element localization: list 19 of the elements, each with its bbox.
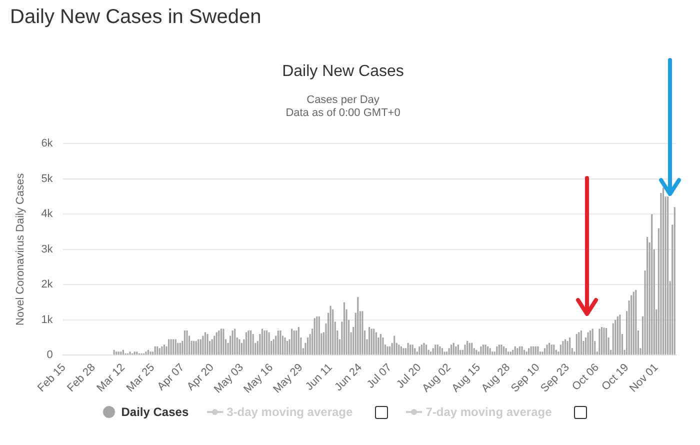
x-tick-label: Oct 06: [570, 362, 602, 394]
x-tick-label: May 29: [271, 362, 306, 396]
y-tick-label: 0: [46, 349, 53, 362]
y-axis-title: Novel Coronavirus Daily Cases: [14, 172, 27, 326]
y-tick-label: 5k: [41, 172, 54, 185]
x-tick-label: Apr 07: [155, 362, 187, 394]
legend-label: Daily Cases: [120, 405, 189, 419]
y-tick-label: 3k: [41, 243, 54, 256]
x-tick-label: Jun 24: [332, 362, 364, 394]
x-tick-label: Jul 07: [364, 362, 394, 391]
chart-title: Daily New Cases: [282, 63, 404, 80]
y-tick-label: 2k: [41, 278, 54, 291]
text: Daily New Cases in Sweden: [10, 6, 262, 29]
y-tick-label: 4k: [41, 208, 54, 220]
chart-subtitle: Cases per Day Data as of 0:00 GMT+0: [286, 94, 400, 120]
y-tick-label: 6k: [41, 138, 54, 150]
x-tick-label: Nov 01: [628, 362, 661, 395]
y-tick-label: 1k: [41, 314, 54, 326]
x-tick-label: Jun 11: [304, 362, 335, 393]
